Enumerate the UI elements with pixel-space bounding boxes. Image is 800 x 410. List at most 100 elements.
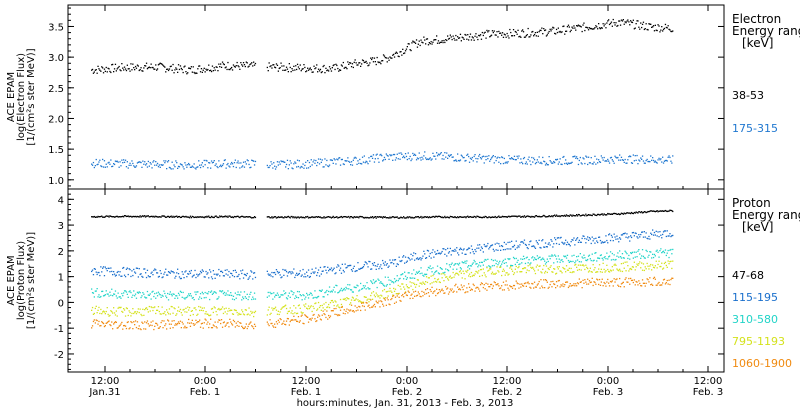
data-point [431,252,432,253]
data-point [176,162,177,163]
data-point [101,271,102,272]
data-point [632,280,633,281]
data-point [297,64,298,65]
data-point [633,232,634,233]
data-point [565,256,566,257]
data-point [612,253,613,254]
data-point [287,313,288,314]
data-point [513,246,514,247]
data-point [380,154,381,155]
data-point [233,314,234,315]
data-point [561,164,562,165]
legend-entry: 795-1193 [732,335,785,348]
data-point [113,71,114,72]
data-point [520,37,521,38]
data-point [286,321,287,322]
data-point [310,67,311,68]
data-point [210,70,211,71]
data-point [334,268,335,269]
data-point [447,158,448,159]
data-point [164,67,165,68]
data-point [173,72,174,73]
data-point [240,162,241,163]
data-point [501,275,502,276]
data-point [421,258,422,259]
data-point [123,308,124,309]
data-point [664,279,665,280]
data-point [186,312,187,313]
data-point [172,313,173,314]
data-point [617,252,618,253]
data-point [523,31,524,32]
data-point [432,275,433,276]
data-point [226,269,227,270]
data-point [462,287,463,288]
data-point [126,269,127,270]
data-point [174,277,175,278]
data-point [193,66,194,67]
data-point [472,157,473,158]
data-point [630,235,631,236]
data-point [656,261,657,262]
data-point [232,324,233,325]
data-point [146,277,147,278]
data-point [390,280,391,281]
data-point [556,258,557,259]
data-point [295,275,296,276]
data-point [485,274,486,275]
data-point [403,296,404,297]
data-point [167,312,168,313]
data-point [231,162,232,163]
data-point [205,292,206,293]
data-point [338,71,339,72]
data-point [387,263,388,264]
data-point [97,310,98,311]
data-point [666,282,667,283]
data-point [531,157,532,158]
data-point [518,155,519,156]
data-point [333,216,334,217]
data-point [625,159,626,160]
data-point [630,156,631,157]
data-point [165,160,166,161]
data-point [122,312,123,313]
data-point [106,290,107,291]
data-point [584,269,585,270]
data-point [345,311,346,312]
data-point [614,22,615,23]
data-point [423,276,424,277]
data-point [624,24,625,25]
data-point [242,296,243,297]
data-point [469,248,470,249]
data-point [334,287,335,288]
data-point [178,273,179,274]
data-point [368,64,369,65]
data-point [384,289,385,290]
data-point [144,161,145,162]
data-point [379,297,380,298]
data-point [508,274,509,275]
data-point [665,283,666,284]
data-point [219,66,220,67]
data-point [380,281,381,282]
legend-entry: 310-580 [732,313,778,326]
data-point [581,261,582,262]
data-point [594,27,595,28]
data-point [436,281,437,282]
data-point [167,293,168,294]
data-point [382,60,383,61]
data-point [231,295,232,296]
data-point [328,291,329,292]
data-point [290,321,291,322]
data-point [243,162,244,163]
legend-entry: 175-315 [732,122,778,135]
data-point [280,311,281,312]
data-point [541,163,542,164]
data-point [530,240,531,241]
data-point [127,161,128,162]
data-point [496,35,497,36]
data-point [216,314,217,315]
data-point [187,306,188,307]
data-point [315,268,316,269]
data-point [102,268,103,269]
